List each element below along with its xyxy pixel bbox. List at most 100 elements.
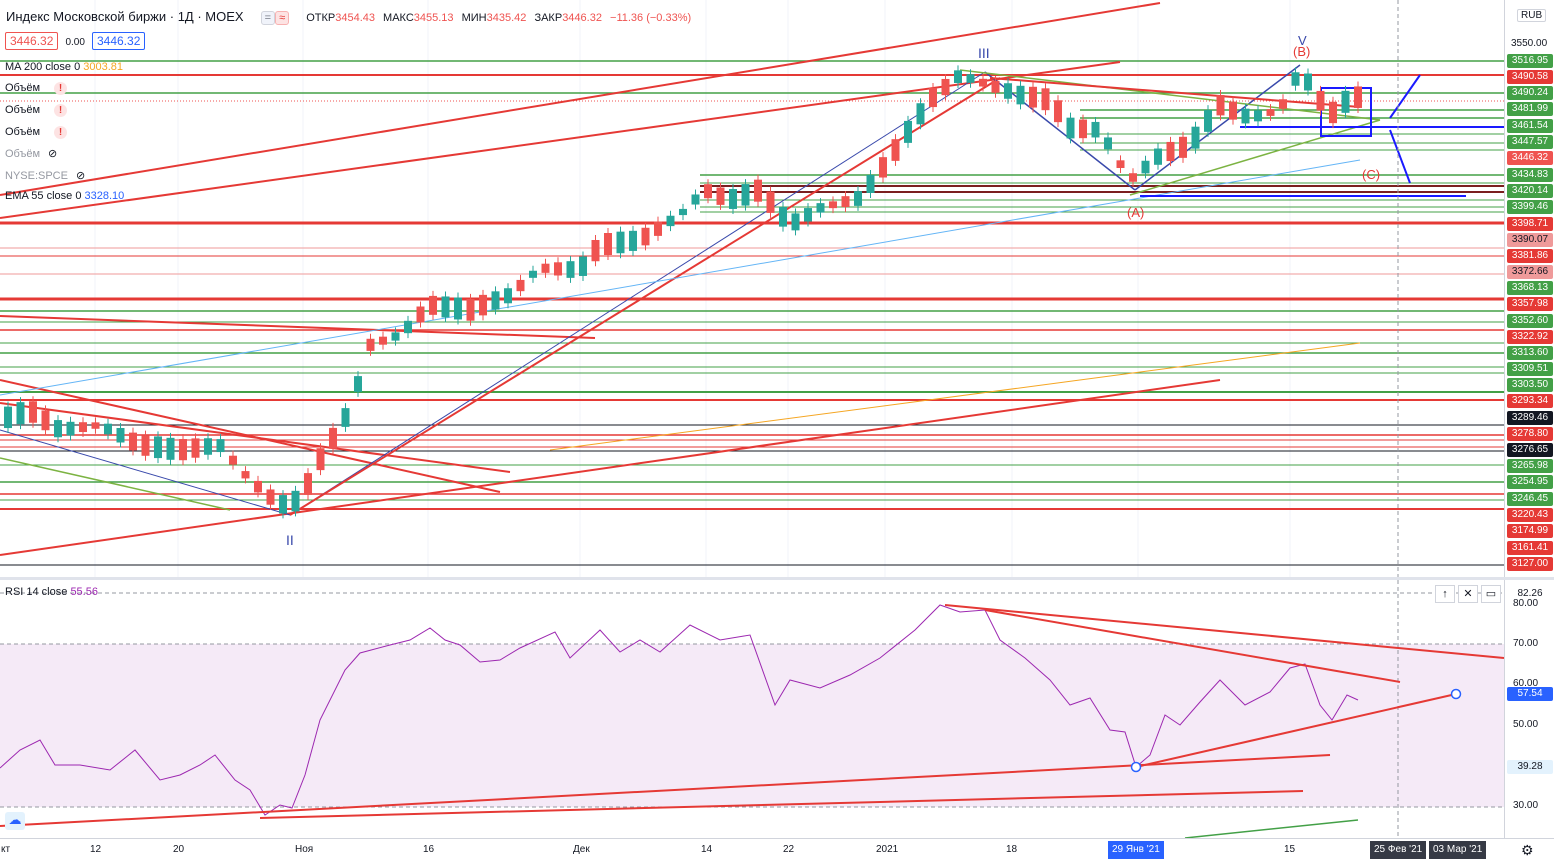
rsi-line (0, 604, 1359, 816)
time-label: 15 (1284, 844, 1296, 855)
alert-icon[interactable]: ! (54, 126, 68, 139)
rsi-axis-label: 80.00 (1513, 598, 1539, 609)
eye-hidden-icon[interactable]: ⊘ (48, 148, 58, 160)
compare-mode-icon[interactable]: = (260, 11, 276, 25)
candle-body (1254, 110, 1262, 122)
candle-body (1316, 90, 1325, 111)
alert-icon[interactable]: ! (54, 104, 68, 117)
price-label: 3490.24 (1507, 86, 1553, 100)
settings-gear-icon[interactable]: ☁ (5, 812, 25, 830)
candle-body (1279, 99, 1287, 109)
pane-maximize-button[interactable]: ▭ (1481, 585, 1501, 603)
rsi-trend-down (944, 604, 1504, 659)
wave-label-II: II (286, 532, 294, 548)
price-label: 3254.95 (1507, 475, 1553, 489)
volume-legend-3[interactable]: Объём! (5, 126, 68, 139)
candle-body (941, 78, 950, 96)
candle-body (791, 213, 800, 231)
time-label: кт (1, 844, 11, 855)
candle-body (629, 230, 637, 251)
pane-separator[interactable] (0, 577, 1554, 580)
candle-body (516, 279, 525, 292)
currency-badge[interactable]: RUB (1517, 9, 1547, 22)
volume-legend-1[interactable]: Объём! (5, 82, 68, 95)
candle-body (891, 139, 900, 161)
volume-legend-2[interactable]: Объём! (5, 104, 68, 117)
sell-price-button[interactable]: 3446.32 (5, 32, 59, 50)
candle-body (654, 221, 662, 236)
price-label: 3309.51 (1507, 362, 1553, 376)
candle-body (204, 438, 212, 455)
candle-body (304, 473, 312, 495)
candle-body (816, 203, 825, 213)
rsi-axis-label: 30.00 (1513, 800, 1539, 811)
price-label: 3399.46 (1507, 200, 1553, 214)
ma200-legend[interactable]: MA 200 close 0 3003.81 (5, 61, 124, 73)
buy-price-button[interactable]: 3446.32 (91, 32, 146, 50)
time-axis[interactable]: кт 12 20 Ноя 16 Дек 14 22 2021 18 15 29 … (0, 838, 1554, 862)
candle-body (854, 191, 862, 206)
price-label: 3161.41 (1507, 541, 1553, 555)
rsi-anchor-point (1450, 688, 1462, 700)
wave-mode-icon[interactable]: ≈ (275, 11, 290, 25)
alert-icon[interactable]: ! (54, 82, 68, 95)
candle-body (741, 184, 750, 206)
candle-body (79, 422, 87, 433)
candle-body (329, 427, 337, 449)
price-label: 3289.46 (1507, 411, 1553, 425)
candle-body (704, 184, 712, 199)
candle-body (1204, 110, 1212, 132)
candle-body (1166, 141, 1175, 162)
candle-body (966, 74, 975, 83)
candle-body (254, 480, 262, 493)
candle-body (579, 256, 587, 276)
symbol-title[interactable]: Индекс Московской биржи · 1Д · MOEX (6, 9, 244, 24)
candle-body (1129, 173, 1137, 182)
candle-body (316, 448, 325, 471)
rsi-axis-label: 70.00 (1513, 638, 1539, 649)
pane-close-button[interactable]: ✕ (1458, 585, 1478, 603)
pane-up-button[interactable]: ↑ (1435, 585, 1455, 603)
candle-body (616, 231, 625, 254)
candle-body (1216, 95, 1225, 116)
candle-body (29, 401, 37, 423)
channel-line-bottom (0, 379, 1221, 556)
time-crosshair-label-2: 03 Мар '21 (1429, 841, 1487, 859)
candle-body (104, 423, 112, 435)
ema55-legend[interactable]: EMA 55 close 0 3328.10 (5, 190, 125, 202)
candle-body (241, 471, 250, 479)
price-axis[interactable]: RUB 3550.00 3516.95 3490.58 3490.24 3481.99… (1504, 0, 1554, 578)
time-label: 16 (423, 844, 435, 855)
candle-body (1304, 73, 1312, 91)
ohlc-change: −11.36 (−0.33%) (610, 12, 692, 24)
candle-body (66, 421, 75, 436)
price-axis-top-label: 3550.00 (1511, 38, 1548, 49)
candle-body (279, 495, 287, 514)
rsi-pane[interactable]: RSI 14 close 55.56 ☁ (0, 580, 1504, 838)
trend-line-red2 (989, 77, 1361, 108)
eye-hidden-icon[interactable]: ⊘ (75, 170, 86, 182)
candle-body (441, 296, 450, 318)
trend-line-red-up (289, 77, 1001, 516)
volume-legend-4[interactable]: Объём ⊘ (5, 148, 58, 160)
time-label: Дек (573, 844, 590, 855)
candle-body (179, 439, 187, 461)
price-chart-svg[interactable]: III II V (B) (A) (C) (0, 0, 1504, 578)
rsi-trend-green (1184, 819, 1359, 838)
price-label: 3265.98 (1507, 459, 1553, 473)
settings-gear-icon[interactable]: ⚙ (1521, 842, 1534, 858)
rsi-legend[interactable]: RSI 14 close 55.56 (5, 586, 98, 598)
main-price-chart[interactable]: III II V (B) (A) (C) Индекс Московской б… (0, 0, 1504, 578)
candle-body (529, 270, 537, 278)
candle-body (804, 208, 812, 222)
wave-label-V: V (1298, 33, 1307, 48)
rsi-chart-svg[interactable] (0, 580, 1504, 838)
candle-body (266, 489, 275, 505)
time-highlight-label: 29 Янв '21 (1108, 841, 1164, 859)
candle-body (1341, 90, 1350, 113)
time-label: 22 (783, 844, 795, 855)
compare-legend[interactable]: NYSE:SPCE ⊘ (5, 170, 86, 182)
candle-body (929, 87, 937, 108)
rsi-trend-down2 (984, 609, 1401, 683)
